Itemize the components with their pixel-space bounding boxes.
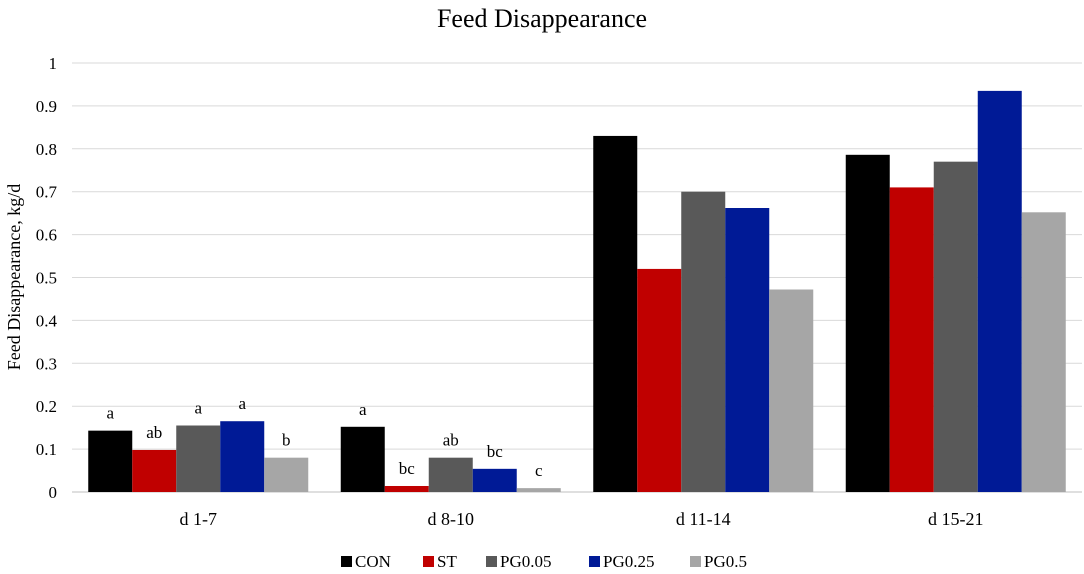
significance-label: a [194,399,202,418]
y-tick-label: 0.9 [36,97,57,116]
bar-pg05-2 [516,488,561,492]
significance-label: a [106,404,114,423]
bar-con-1 [88,430,133,492]
y-tick-label: 0.8 [36,140,57,159]
x-category-label: d 1-7 [180,509,218,529]
bar-con-2 [340,426,385,492]
bar-pg05-1 [264,457,309,492]
y-tick-label: 0.5 [36,269,57,288]
y-tick-label: 0.4 [36,311,58,330]
y-axis-ticks: 0 0.1 0.2 0.3 0.4 0.5 0.6 0.7 0.8 0.9 1 [36,54,58,502]
significance-label: a [238,394,246,413]
y-tick-label: 0.2 [36,397,57,416]
legend-swatch [690,556,701,567]
bar-st-3 [637,268,682,492]
y-tick-label: 0 [49,483,58,502]
bar-pg025-1 [220,421,265,492]
bar-pg05-3 [769,289,814,492]
legend-swatch [341,556,352,567]
legend-label: ST [437,552,457,571]
significance-label: ab [443,431,459,450]
x-category-label: d 11-14 [676,509,731,529]
y-tick-label: 1 [49,54,58,73]
y-tick-label: 0.3 [36,354,57,373]
significance-label: ab [146,423,162,442]
chart-title: Feed Disappearance [437,4,647,33]
legend: CON ST PG0.05 PG0.25 PG0.5 [341,552,747,571]
significance-label: b [282,431,291,450]
legend-label: PG0.5 [704,552,747,571]
significance-label: a [359,400,367,419]
bar-st-2 [384,485,429,492]
bar-st-4 [889,187,934,492]
legend-label: PG0.25 [603,552,654,571]
bars [88,90,1066,493]
bar-con-3 [593,135,638,492]
y-axis-label: Feed Disappearance, kg/d [4,184,24,370]
x-axis-categories: d 1-7 d 8-10 d 11-14 d 15-21 [180,509,984,529]
bar-pg005-3 [681,191,726,492]
x-category-label: d 8-10 [428,509,475,529]
bar-con-4 [845,154,890,492]
bar-pg005-4 [933,161,978,493]
bar-pg025-2 [472,468,517,492]
legend-swatch [423,556,434,567]
significance-label: c [535,461,543,480]
significance-label: bc [399,459,416,478]
x-category-label: d 15-21 [928,509,984,529]
y-tick-label: 0.1 [36,440,57,459]
y-tick-label: 0.7 [36,183,58,202]
bar-pg05-4 [1021,212,1066,493]
bar-pg005-1 [176,425,221,492]
y-tick-label: 0.6 [36,226,57,245]
legend-swatch [486,556,497,567]
significance-label: bc [487,442,504,461]
bar-pg005-2 [428,457,473,492]
bar-pg025-3 [725,208,770,492]
bar-st-1 [132,449,177,492]
legend-label: PG0.05 [500,552,551,571]
legend-label: CON [355,552,391,571]
bar-pg025-4 [977,90,1022,492]
legend-swatch [589,556,600,567]
